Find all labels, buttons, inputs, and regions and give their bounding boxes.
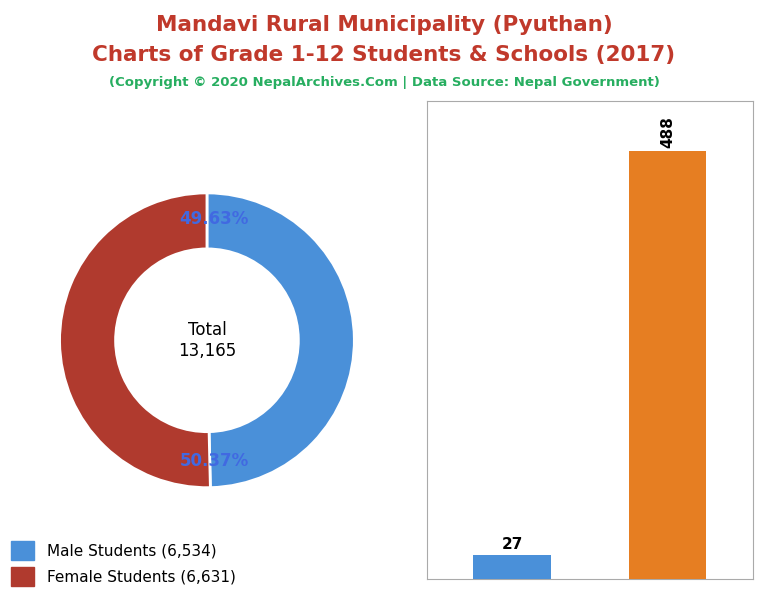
Bar [628, 152, 706, 579]
Wedge shape [207, 193, 354, 488]
Text: 488: 488 [660, 116, 675, 148]
Text: (Copyright © 2020 NepalArchives.Com | Data Source: Nepal Government): (Copyright © 2020 NepalArchives.Com | Da… [108, 76, 660, 90]
Text: 27: 27 [502, 537, 523, 552]
Text: 50.37%: 50.37% [180, 452, 249, 470]
Legend: Male Students (6,534), Female Students (6,631): Male Students (6,534), Female Students (… [4, 534, 243, 593]
Bar [473, 555, 551, 579]
Text: Mandavi Rural Municipality (Pyuthan): Mandavi Rural Municipality (Pyuthan) [156, 15, 612, 35]
Text: 49.63%: 49.63% [180, 210, 249, 229]
Text: Charts of Grade 1-12 Students & Schools (2017): Charts of Grade 1-12 Students & Schools … [92, 45, 676, 65]
Text: Total
13,165: Total 13,165 [178, 321, 236, 359]
Wedge shape [60, 193, 210, 488]
